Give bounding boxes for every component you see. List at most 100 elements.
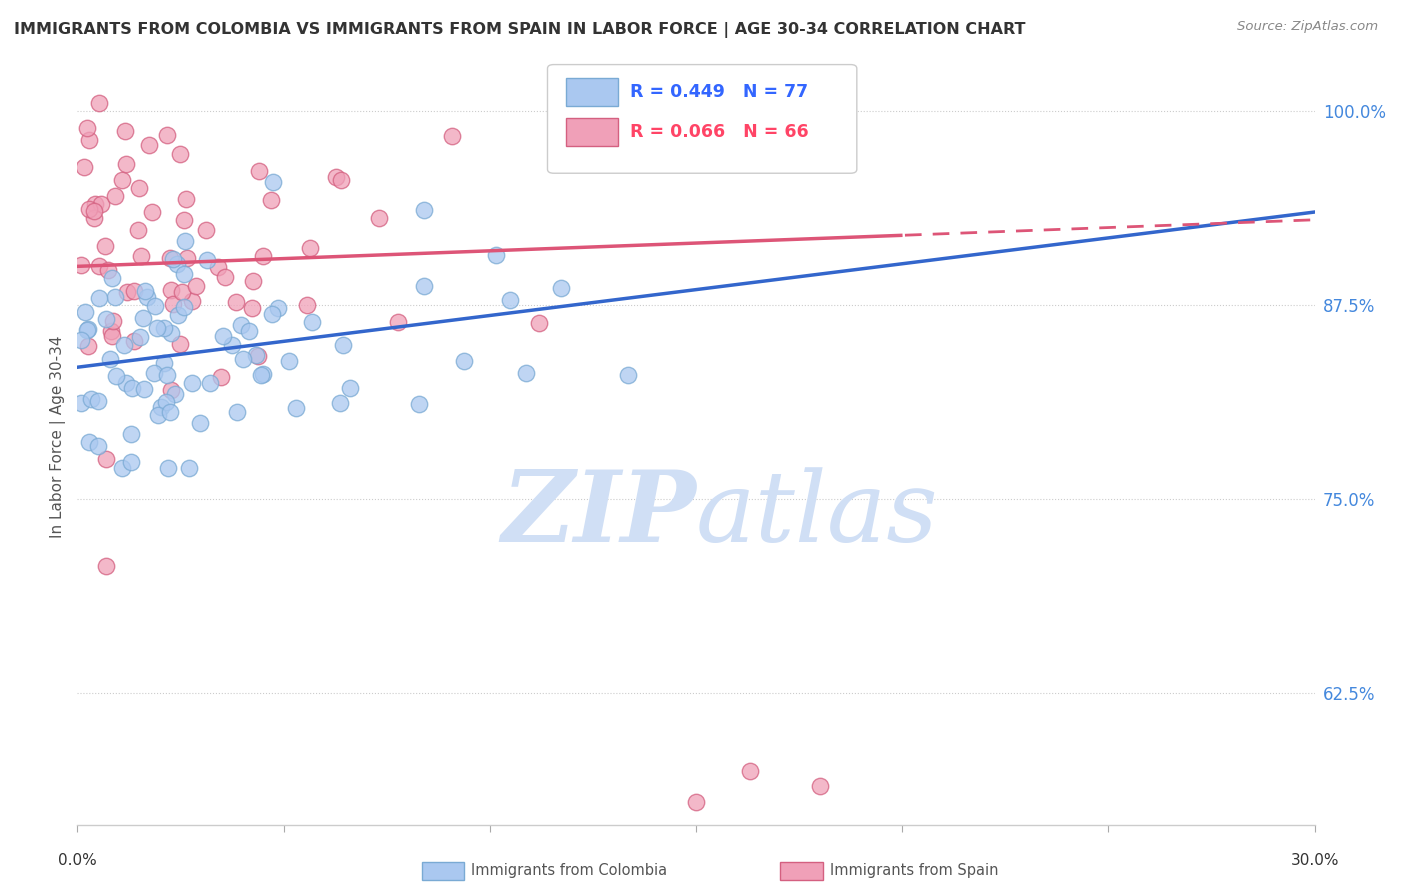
Point	[262, 175, 284, 189]
Point	[83, 211, 105, 225]
Point	[808, 780, 831, 794]
Point	[252, 249, 274, 263]
Point	[198, 376, 221, 390]
Point	[329, 396, 352, 410]
Point	[94, 312, 117, 326]
Point	[76, 323, 98, 337]
Point	[284, 401, 307, 415]
Point	[132, 382, 155, 396]
Point	[262, 307, 284, 321]
Point	[86, 393, 108, 408]
Point	[440, 129, 463, 144]
Point	[173, 300, 195, 314]
Point	[499, 293, 522, 307]
Point	[153, 320, 176, 334]
Point	[120, 427, 142, 442]
Point	[188, 417, 211, 431]
Point	[121, 381, 143, 395]
Point	[132, 310, 155, 325]
Point	[112, 338, 135, 352]
Point	[100, 324, 122, 338]
Point	[111, 173, 134, 187]
Point	[226, 405, 249, 419]
Y-axis label: In Labor Force | Age 30-34: In Labor Force | Age 30-34	[51, 335, 66, 539]
Point	[124, 334, 146, 348]
Point	[105, 369, 128, 384]
Point	[128, 181, 150, 195]
Point	[159, 283, 181, 297]
Point	[194, 223, 217, 237]
Point	[77, 435, 100, 450]
Text: 30.0%: 30.0%	[1291, 853, 1339, 868]
Point	[330, 172, 353, 186]
Point	[94, 559, 117, 574]
Point	[153, 356, 176, 370]
FancyBboxPatch shape	[547, 64, 856, 173]
Text: atlas: atlas	[696, 467, 939, 562]
Point	[515, 366, 537, 380]
Point	[214, 269, 236, 284]
Point	[149, 401, 172, 415]
Point	[186, 279, 208, 293]
Point	[238, 324, 260, 338]
Point	[209, 370, 232, 384]
Point	[339, 381, 361, 395]
Point	[550, 281, 572, 295]
Point	[156, 128, 179, 142]
Point	[115, 285, 138, 299]
Point	[169, 146, 191, 161]
Text: R = 0.449   N = 77: R = 0.449 N = 77	[630, 83, 808, 101]
Point	[157, 461, 180, 475]
Point	[266, 301, 288, 316]
Point	[225, 295, 247, 310]
Point	[111, 461, 134, 475]
Point	[70, 258, 93, 272]
Text: 0.0%: 0.0%	[58, 853, 97, 868]
Text: Immigrants from Colombia: Immigrants from Colombia	[471, 863, 666, 878]
Point	[96, 452, 118, 467]
Point	[101, 329, 124, 343]
Point	[173, 234, 195, 248]
Point	[173, 212, 195, 227]
Point	[87, 260, 110, 274]
Point	[83, 204, 105, 219]
Point	[115, 157, 138, 171]
Point	[134, 284, 156, 298]
Point	[146, 408, 169, 422]
Point	[387, 315, 409, 329]
Point	[181, 294, 204, 309]
Point	[166, 308, 188, 322]
Point	[141, 205, 163, 219]
Point	[159, 383, 181, 397]
Point	[143, 366, 166, 380]
Point	[177, 461, 200, 475]
Text: ZIP: ZIP	[501, 467, 696, 563]
Point	[247, 164, 270, 178]
Text: Source: ZipAtlas.com: Source: ZipAtlas.com	[1237, 20, 1378, 33]
Point	[138, 137, 160, 152]
Point	[240, 301, 263, 316]
Point	[174, 192, 197, 206]
Point	[104, 189, 127, 203]
Point	[114, 123, 136, 137]
Point	[242, 274, 264, 288]
Point	[101, 271, 124, 285]
Point	[252, 367, 274, 381]
Point	[162, 297, 184, 311]
Text: Immigrants from Spain: Immigrants from Spain	[830, 863, 998, 878]
Point	[617, 368, 640, 382]
Point	[738, 764, 761, 778]
Point	[70, 396, 93, 410]
Point	[100, 352, 122, 367]
Point	[367, 211, 389, 225]
Point	[127, 223, 149, 237]
Point	[221, 338, 243, 352]
Bar	[567, 118, 619, 146]
Point	[89, 96, 111, 111]
Point	[77, 322, 100, 336]
Point	[170, 285, 193, 299]
Point	[163, 387, 186, 401]
Point	[156, 368, 179, 382]
Point	[115, 376, 138, 390]
Point	[129, 250, 152, 264]
